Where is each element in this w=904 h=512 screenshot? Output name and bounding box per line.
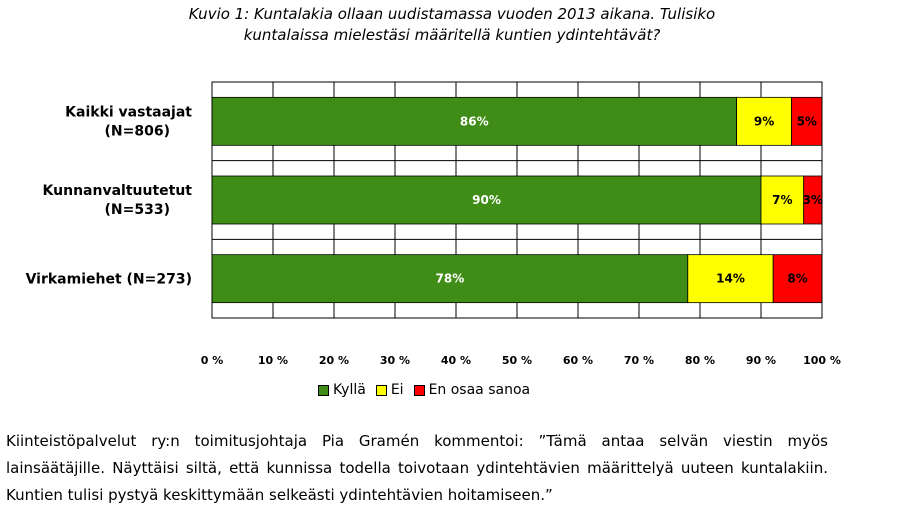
- legend-item: Kyllä: [318, 382, 366, 398]
- x-tick-label: 90 %: [746, 354, 776, 367]
- legend-label: En osaa sanoa: [428, 382, 531, 398]
- legend-swatch: [318, 384, 329, 396]
- legend-item: Ei: [375, 382, 404, 398]
- x-tick-label: 60 %: [563, 354, 593, 367]
- chart-title-line-1: Kuvio 1: Kuntalakia ollaan uudistamassa …: [188, 5, 716, 23]
- data-label: 90%: [472, 193, 501, 207]
- x-tick-label: 40 %: [441, 354, 471, 367]
- data-label: 7%: [772, 193, 792, 207]
- x-tick-label: 0 %: [201, 354, 224, 367]
- category-label-n: (N=806): [105, 123, 170, 139]
- category-label: Kunnanvaltuutetut: [43, 183, 193, 199]
- data-label: 86%: [460, 114, 489, 128]
- legend-item: En osaa sanoa: [413, 382, 531, 398]
- chart-title: Kuvio 1: Kuntalakia ollaan uudistamassa …: [0, 4, 904, 46]
- x-tick-label: 100 %: [803, 354, 841, 367]
- stacked-bar-chart: 0 % 10 % 20 % 30 % 40 % 50 % 60 % 70 % 80 % 90 % 1…: [26, 81, 841, 367]
- bar-segment: [736, 96, 792, 146]
- data-label: 8%: [787, 272, 807, 286]
- x-tick-label: 10 %: [258, 354, 288, 367]
- category-label: Virkamiehet (N=273): [26, 272, 192, 288]
- x-tick-label: 50 %: [502, 354, 532, 367]
- legend-swatch: [375, 384, 387, 396]
- data-label: 3%: [803, 193, 823, 207]
- data-label: 14%: [716, 272, 745, 286]
- data-label: 5%: [797, 114, 817, 128]
- caption-text: Kiinteistöpalvelut ry:n toimitusjohtaja …: [6, 432, 828, 504]
- data-label: 78%: [436, 272, 465, 286]
- plot-border: [211, 81, 823, 319]
- bar-segment: [211, 254, 689, 304]
- legend-swatch: [413, 384, 425, 396]
- bar-segment: [211, 175, 762, 225]
- x-tick-label: 70 %: [624, 354, 654, 367]
- x-tick-label: 20 %: [319, 354, 349, 367]
- chart-title-line-2: kuntalaissa mielestäsi määritellä kuntie…: [243, 26, 661, 44]
- chart-legend: Kyllä Ei En osaa sanoa: [318, 380, 540, 400]
- bar-segment: [760, 175, 805, 225]
- category-label: Kaikki vastaajat: [65, 104, 192, 120]
- x-tick-label: 80 %: [685, 354, 715, 367]
- x-tick-label: 30 %: [380, 354, 410, 367]
- data-label: 9%: [754, 114, 774, 128]
- category-label-n: (N=533): [105, 202, 170, 218]
- legend-label: Ei: [390, 382, 404, 398]
- legend-label: Kyllä: [333, 382, 366, 398]
- bar-segment: [211, 96, 737, 146]
- bar-segment: [772, 254, 823, 304]
- bar-segment: [687, 254, 774, 304]
